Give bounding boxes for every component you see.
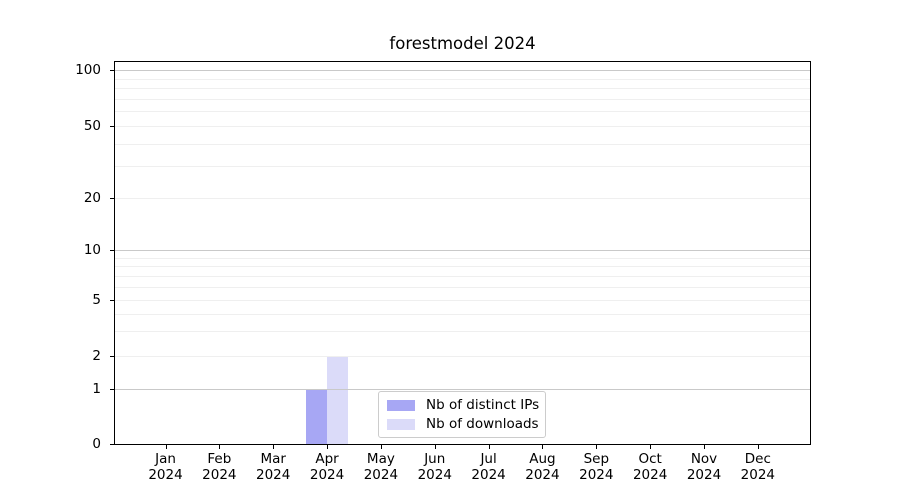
x-tick-label: Oct 2024: [618, 451, 682, 483]
x-tick-mark: [650, 445, 652, 449]
y-tick-mark: [110, 70, 114, 71]
y-tick-label: 10: [83, 242, 101, 258]
legend-swatch-distinct-ips: [387, 399, 415, 411]
x-tick-year: 2024: [686, 467, 722, 483]
legend-swatch-downloads: [387, 418, 415, 430]
x-tick-year: 2024: [417, 467, 452, 483]
chart-title: forestmodel 2024: [389, 34, 536, 53]
x-tick-mark: [219, 445, 221, 449]
x-tick-year: 2024: [363, 467, 399, 483]
x-tick-month: Nov: [690, 451, 718, 467]
y-tick-mark: [110, 126, 114, 127]
x-tick-mark: [273, 445, 275, 449]
x-tick-month: Jun: [424, 451, 446, 467]
y-tick-mark: [110, 389, 114, 390]
x-tick-label: Nov 2024: [672, 451, 736, 483]
x-tick-year: 2024: [471, 467, 506, 483]
legend-label-distinct-ips: Nb of distinct IPs: [426, 396, 540, 413]
y-tick-label: 1: [92, 381, 101, 397]
x-tick-month: Sep: [583, 451, 610, 467]
x-tick-mark: [434, 445, 436, 449]
x-tick-month: May: [366, 451, 395, 467]
x-tick-month: Jan: [155, 451, 176, 467]
x-tick-month: Mar: [260, 451, 286, 467]
y-tick-label: 50: [83, 118, 101, 134]
x-tick-label: Apr 2024: [295, 451, 359, 483]
plot-area: Nb of distinct IPs Nb of downloads: [114, 61, 811, 445]
y-tick-label: 5: [92, 292, 101, 308]
x-tick-label: Jun 2024: [403, 451, 467, 483]
x-tick-mark: [165, 445, 167, 449]
y-tick-label: 0: [92, 436, 101, 452]
bars-layer: [115, 62, 810, 444]
y-tick-label: 100: [75, 62, 101, 78]
legend-item-downloads: Nb of downloads: [387, 415, 539, 432]
x-tick-label: Feb 2024: [187, 451, 251, 483]
x-tick-month: Jul: [480, 451, 497, 467]
y-tick-mark: [110, 198, 114, 199]
x-tick-month: Aug: [529, 451, 556, 467]
legend-label-downloads: Nb of downloads: [426, 415, 539, 432]
y-tick-mark: [110, 444, 114, 445]
legend: Nb of distinct IPs Nb of downloads: [378, 391, 546, 438]
x-tick-year: 2024: [525, 467, 560, 483]
y-tick-mark: [110, 356, 114, 357]
x-tick-year: 2024: [309, 467, 345, 483]
x-tick-month: Dec: [744, 451, 771, 467]
y-tick-mark: [110, 300, 114, 301]
x-tick-mark: [542, 445, 544, 449]
x-tick-label: Dec 2024: [726, 451, 790, 483]
x-tick-mark: [757, 445, 759, 449]
x-tick-mark: [488, 445, 490, 449]
x-tick-month: Oct: [638, 451, 662, 467]
x-tick-mark: [327, 445, 329, 449]
x-tick-mark: [704, 445, 705, 449]
bar-downloads: [327, 356, 349, 444]
x-tick-mark: [380, 445, 382, 449]
x-tick-year: 2024: [256, 467, 291, 483]
x-tick-label: Mar 2024: [241, 451, 305, 483]
x-tick-label: Aug 2024: [510, 451, 574, 483]
x-tick-label: Jul 2024: [457, 451, 521, 483]
x-tick-year: 2024: [632, 467, 668, 483]
x-tick-label: May 2024: [349, 451, 413, 483]
x-tick-label: Jan 2024: [134, 451, 198, 483]
x-tick-month: Feb: [207, 451, 232, 467]
x-tick-year: 2024: [202, 467, 237, 483]
x-tick-year: 2024: [579, 467, 614, 483]
x-tick-month: Apr: [315, 451, 339, 467]
x-tick-mark: [596, 445, 598, 449]
y-tick-label: 2: [92, 348, 101, 364]
y-tick-label: 20: [83, 190, 101, 206]
x-tick-year: 2024: [740, 467, 776, 483]
bar-distinct-ips: [306, 389, 328, 444]
x-tick-label: Sep 2024: [564, 451, 628, 483]
legend-item-distinct-ips: Nb of distinct IPs: [387, 396, 540, 413]
x-tick-year: 2024: [148, 467, 183, 483]
y-tick-mark: [110, 250, 114, 251]
